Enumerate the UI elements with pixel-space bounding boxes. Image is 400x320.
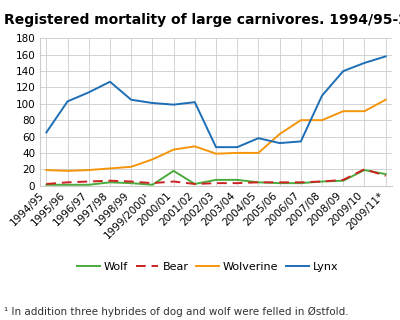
Lynx [277, 141, 282, 145]
Bear [171, 180, 176, 183]
Wolverine [214, 152, 218, 156]
Wolf [192, 182, 197, 186]
Bear [341, 178, 346, 182]
Lynx [108, 80, 112, 84]
Lynx [129, 98, 134, 102]
Wolf [108, 180, 112, 184]
Lynx [298, 140, 303, 143]
Line: Lynx: Lynx [46, 56, 386, 147]
Bear [44, 182, 49, 186]
Lynx [362, 61, 367, 65]
Wolf [298, 181, 303, 185]
Wolf [129, 181, 134, 185]
Bear [256, 180, 261, 184]
Wolverine [171, 148, 176, 152]
Wolverine [235, 151, 240, 155]
Bear [108, 179, 112, 183]
Wolverine [298, 118, 303, 122]
Lynx [235, 145, 240, 149]
Bear [86, 180, 91, 183]
Wolverine [192, 144, 197, 148]
Wolverine [277, 132, 282, 136]
Lynx [150, 101, 155, 105]
Line: Bear: Bear [46, 169, 386, 184]
Wolverine [320, 118, 324, 122]
Text: ¹ In addition three hybrides of dog and wolf were felled in Østfold.: ¹ In addition three hybrides of dog and … [4, 307, 349, 317]
Wolf [44, 183, 49, 187]
Bear [383, 174, 388, 178]
Bear [129, 180, 134, 183]
Lynx [65, 100, 70, 103]
Lynx [383, 54, 388, 58]
Wolf [65, 183, 70, 187]
Wolf [362, 168, 367, 172]
Lynx [256, 136, 261, 140]
Wolverine [108, 166, 112, 170]
Lynx [44, 131, 49, 134]
Text: Registered mortality of large carnivores. 1994/95-2010/11*: Registered mortality of large carnivores… [4, 13, 400, 27]
Wolf [341, 179, 346, 183]
Bear [362, 167, 367, 171]
Wolf [214, 178, 218, 182]
Bear [214, 181, 218, 185]
Wolverine [341, 109, 346, 113]
Wolf [256, 180, 261, 184]
Legend: Wolf, Bear, Wolverine, Lynx: Wolf, Bear, Wolverine, Lynx [73, 257, 343, 276]
Wolverine [65, 169, 70, 173]
Wolf [171, 169, 176, 173]
Bear [150, 181, 155, 185]
Wolverine [383, 98, 388, 102]
Line: Wolf: Wolf [46, 170, 386, 185]
Wolf [235, 178, 240, 182]
Lynx [320, 94, 324, 98]
Lynx [171, 103, 176, 107]
Wolverine [129, 165, 134, 169]
Wolf [383, 172, 388, 176]
Lynx [86, 91, 91, 94]
Bear [65, 180, 70, 184]
Line: Wolverine: Wolverine [46, 100, 386, 171]
Wolverine [86, 168, 91, 172]
Bear [277, 180, 282, 184]
Wolverine [150, 157, 155, 161]
Lynx [192, 100, 197, 104]
Bear [235, 181, 240, 185]
Wolverine [256, 151, 261, 155]
Wolf [150, 183, 155, 187]
Wolf [86, 183, 91, 187]
Wolverine [362, 109, 367, 113]
Wolf [320, 180, 324, 183]
Lynx [341, 69, 346, 73]
Bear [192, 182, 197, 186]
Bear [320, 180, 324, 183]
Wolverine [44, 168, 49, 172]
Wolf [277, 181, 282, 185]
Bear [298, 180, 303, 184]
Lynx [214, 145, 218, 149]
